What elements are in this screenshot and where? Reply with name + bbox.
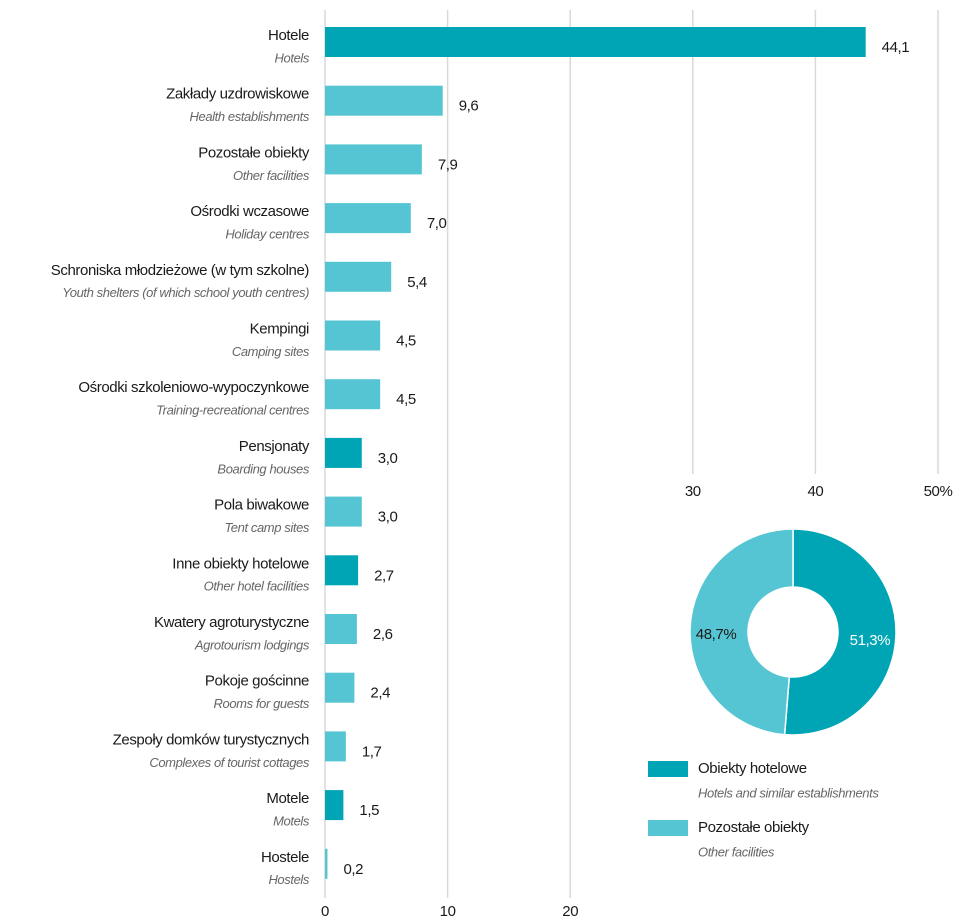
value-label: 4,5 (396, 391, 416, 408)
category-label-en: Boarding houses (217, 461, 309, 476)
x-tick-label: 20 (562, 903, 578, 920)
value-label: 7,0 (427, 215, 447, 232)
x-tick-label: 30 (685, 483, 701, 500)
donut-segment (783, 528, 897, 736)
value-label: 2,6 (373, 626, 393, 643)
bar (325, 672, 355, 703)
category-label: Pozostałe obiekty (198, 144, 310, 161)
bar (325, 261, 392, 292)
category-label-en: Hotels (275, 50, 310, 65)
category-label: Kwatery agroturystyczne (154, 614, 309, 631)
bar (325, 496, 362, 527)
value-label: 2,7 (374, 567, 394, 584)
category-label-en: Hostels (268, 872, 309, 887)
value-label: 5,4 (407, 274, 427, 291)
bar (325, 27, 866, 57)
category-label-en: Agrotourism lodgings (194, 637, 310, 652)
value-label: 4,5 (396, 332, 416, 349)
x-tick-label: 0 (321, 903, 329, 920)
category-label-en: Training-recreational centres (156, 403, 310, 418)
category-label: Schroniska młodzieżowe (w tym szkolne) (51, 262, 310, 279)
bar (325, 379, 381, 410)
bar (325, 731, 346, 762)
value-label: 0,2 (343, 861, 363, 878)
category-label: Zespoły domków turystycznych (113, 731, 309, 748)
category-label: Zakłady uzdrowiskowe (166, 86, 309, 103)
category-label: Kempingi (250, 320, 309, 337)
bar (325, 555, 359, 586)
category-label-en: Camping sites (232, 344, 310, 359)
legend-label-en: Other facilities (698, 844, 775, 859)
category-label: Inne obiekty hotelowe (172, 555, 309, 572)
category-label-en: Complexes of tourist cottages (149, 755, 310, 770)
category-label-en: Tent camp sites (224, 520, 309, 535)
donut-segment (689, 528, 794, 736)
bar (325, 85, 443, 116)
x-tick-label: 40 (807, 483, 823, 500)
category-label: Hostele (261, 849, 309, 866)
category-label-en: Health establishments (190, 109, 310, 124)
donut-label: 48,7% (696, 626, 737, 643)
category-label: Pokoje gościnne (205, 673, 309, 690)
category-label-en: Other facilities (233, 168, 310, 183)
bar (325, 790, 344, 821)
legend-swatch (648, 761, 688, 777)
bar (325, 144, 422, 175)
bar (325, 437, 362, 468)
value-label: 1,7 (362, 743, 382, 760)
x-tick-label: 50% (924, 483, 953, 500)
category-label-en: Other hotel facilities (204, 579, 310, 594)
value-label: 1,5 (359, 802, 379, 819)
category-label-en: Youth shelters (of which school youth ce… (62, 285, 309, 300)
value-label: 3,0 (378, 450, 398, 467)
donut-label: 51,3% (850, 632, 891, 649)
bar (325, 203, 411, 234)
legend-label: Pozostałe obiekty (698, 819, 810, 836)
category-label: Motele (266, 790, 309, 807)
value-label: 9,6 (459, 98, 479, 115)
legend-label-en: Hotels and similar establishments (698, 785, 879, 800)
legend-label: Obiekty hotelowe (698, 760, 807, 777)
category-label-en: Holiday centres (225, 227, 309, 242)
value-label: 7,9 (438, 156, 458, 173)
legend-swatch (648, 820, 688, 836)
category-label: Hotele (268, 27, 309, 44)
bar (325, 320, 381, 351)
x-tick-label: 10 (440, 903, 456, 920)
category-label: Pola biwakowe (214, 497, 309, 514)
value-label: 3,0 (378, 509, 398, 526)
category-label: Pensjonaty (239, 438, 310, 455)
value-label: 2,4 (370, 685, 390, 702)
bar (325, 848, 328, 879)
category-label: Ośrodki szkoleniowo-wypoczynkowe (78, 379, 309, 396)
category-label-en: Motels (273, 814, 310, 829)
bar (325, 614, 357, 644)
category-label-en: Rooms for guests (214, 696, 310, 711)
value-label: 44,1 (882, 39, 910, 56)
category-label: Ośrodki wczasowe (190, 203, 309, 220)
